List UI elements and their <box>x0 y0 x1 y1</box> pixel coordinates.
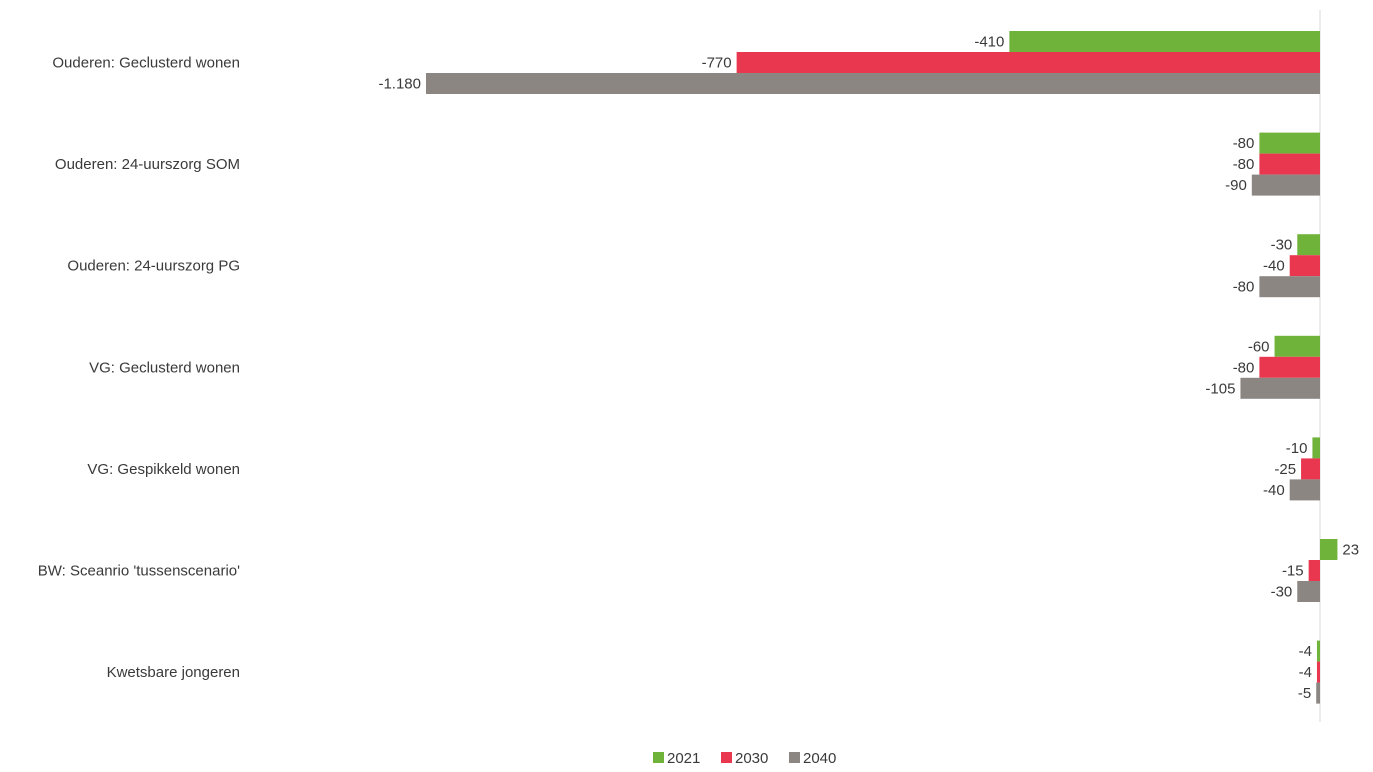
bar-vg-gespikkeld-wonen-2030 <box>1301 458 1320 480</box>
value-label-bw-sceanrio-tussenscenario-2030: -15 <box>1282 563 1304 580</box>
value-label-ouderen-24-uurszorg-som-2030: -80 <box>1233 156 1255 173</box>
bar-ouderen-24-uurszorg-pg-2030 <box>1289 255 1320 277</box>
bar-bw-sceanrio-tussenscenario-2040 <box>1297 581 1320 602</box>
legend-label-2030: 2030 <box>735 750 768 767</box>
legend-label-2021: 2021 <box>667 750 700 767</box>
bar-ouderen-24-uurszorg-som-2040 <box>1251 174 1320 196</box>
value-label-vg-gespikkeld-wonen-2021: -10 <box>1286 440 1308 457</box>
bar-bw-sceanrio-tussenscenario-2030 <box>1308 560 1320 581</box>
category-labels: Ouderen: Geclusterd wonen Ouderen: 24-uur… <box>38 55 240 682</box>
legend-swatch-2021 <box>653 752 664 763</box>
bars <box>426 31 1338 704</box>
category-label-kwetsbare-jongeren: Kwetsbare jongeren <box>107 664 240 681</box>
value-label-kwetsbare-jongeren-2040: -5 <box>1298 685 1311 702</box>
bar-ouderen-geclusterd-wonen-2030 <box>736 52 1320 73</box>
bar-bw-sceanrio-tussenscenario-2021 <box>1320 539 1338 560</box>
bar-kwetsbare-jongeren-2040 <box>1316 682 1320 704</box>
bar-kwetsbare-jongeren-2030 <box>1316 661 1320 683</box>
bar-vg-geclusterd-wonen-2021 <box>1274 335 1320 357</box>
value-label-ouderen-geclusterd-wonen-2040: -1.180 <box>378 76 421 93</box>
value-labels: -410 -770 -1.180 -80 -80 -90 -30 -40 -80 -60 -80 -1… <box>378 34 1359 703</box>
value-label-kwetsbare-jongeren-2030: -4 <box>1299 664 1312 681</box>
value-label-ouderen-24-uurszorg-pg-2021: -30 <box>1271 237 1293 254</box>
bar-ouderen-24-uurszorg-som-2021 <box>1259 132 1320 154</box>
legend: 2021 2030 2040 <box>653 750 836 767</box>
bar-vg-gespikkeld-wonen-2021 <box>1312 437 1320 459</box>
bar-ouderen-geclusterd-wonen-2021 <box>1009 31 1320 52</box>
value-label-kwetsbare-jongeren-2021: -4 <box>1299 643 1312 660</box>
value-label-bw-sceanrio-tussenscenario-2021: 23 <box>1342 542 1359 559</box>
legend-swatch-2030 <box>721 752 732 763</box>
value-label-bw-sceanrio-tussenscenario-2040: -30 <box>1271 584 1293 601</box>
category-label-ouderen-geclusterd-wonen: Ouderen: Geclusterd wonen <box>52 55 240 72</box>
bar-ouderen-24-uurszorg-pg-2021 <box>1297 234 1320 256</box>
category-label-vg-gespikkeld-wonen: VG: Gespikkeld wonen <box>87 461 240 478</box>
value-label-vg-geclusterd-wonen-2040: -105 <box>1205 380 1235 397</box>
value-label-ouderen-24-uurszorg-pg-2040: -80 <box>1233 279 1255 296</box>
value-label-vg-gespikkeld-wonen-2040: -40 <box>1263 482 1285 499</box>
category-label-ouderen-24-uurszorg-som: Ouderen: 24-uurszorg SOM <box>55 156 240 173</box>
bar-vg-geclusterd-wonen-2040 <box>1240 377 1320 399</box>
value-label-ouderen-24-uurszorg-pg-2030: -40 <box>1263 258 1285 275</box>
legend-swatch-2040 <box>789 752 800 763</box>
category-label-vg-geclusterd-wonen: VG: Geclusterd wonen <box>89 359 240 376</box>
value-label-vg-gespikkeld-wonen-2030: -25 <box>1274 461 1296 478</box>
bar-ouderen-geclusterd-wonen-2040 <box>426 73 1320 94</box>
value-label-ouderen-24-uurszorg-som-2040: -90 <box>1225 177 1247 194</box>
bar-ouderen-24-uurszorg-som-2030 <box>1259 153 1320 175</box>
legend-label-2040: 2040 <box>803 750 836 767</box>
value-label-vg-geclusterd-wonen-2030: -80 <box>1233 359 1255 376</box>
value-label-ouderen-geclusterd-wonen-2021: -410 <box>974 34 1004 51</box>
bar-vg-geclusterd-wonen-2030 <box>1259 356 1320 378</box>
value-label-vg-geclusterd-wonen-2021: -60 <box>1248 338 1270 355</box>
bar-kwetsbare-jongeren-2021 <box>1316 640 1320 662</box>
bar-vg-gespikkeld-wonen-2040 <box>1289 479 1320 501</box>
category-label-bw-sceanrio-tussenscenario: BW: Sceanrio 'tussenscenario' <box>38 563 240 580</box>
bar-ouderen-24-uurszorg-pg-2040 <box>1259 276 1320 298</box>
category-label-ouderen-24-uurszorg-pg: Ouderen: 24-uurszorg PG <box>67 258 240 275</box>
value-label-ouderen-geclusterd-wonen-2030: -770 <box>702 55 732 72</box>
value-label-ouderen-24-uurszorg-som-2021: -80 <box>1233 135 1255 152</box>
